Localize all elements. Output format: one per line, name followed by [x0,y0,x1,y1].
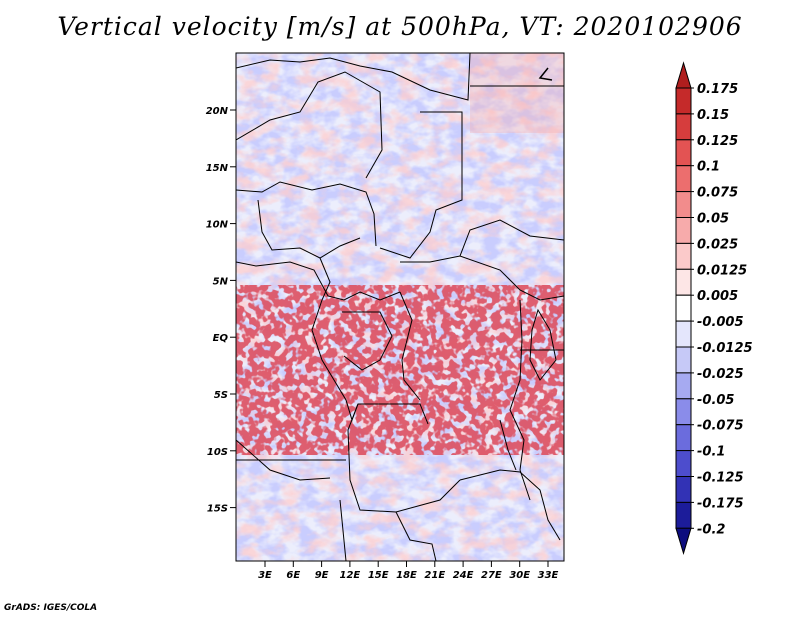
lon-label: 3E [258,570,272,581]
latitude-axis: 20N 15N 10N 5N EQ 5S 10S 15S [206,106,236,515]
lat-label: 5S [214,390,228,401]
colorbar-label: -0.005 [697,315,744,330]
colorbar-label: -0.025 [697,367,744,382]
colorbar-bottom-arrow [675,527,692,556]
country-borders [236,53,564,561]
colorbar-label: -0.075 [697,419,744,434]
colorbar-label: 0.175 [697,82,738,97]
colorbar-top-arrow [675,61,692,89]
colorbar-label: 0.05 [697,212,729,227]
velocity-field [236,53,564,561]
lon-label: 33E [538,570,559,581]
colorbar: 0.175 0.15 0.125 0.1 0.075 0.05 0.025 0.0125 0.0… [675,61,753,556]
colorbar-label: 0.1 [697,160,720,175]
lat-label: EQ [213,333,229,344]
colorbar-label: -0.05 [697,393,734,408]
colorbar-label: 0.005 [697,289,738,304]
lon-label: 18E [396,570,417,581]
colorbar-segment [675,113,692,141]
colorbar-segment [675,191,692,219]
longitude-axis: 3E 6E 9E 12E 15E 18E 21E 24E 27E 30E 33E [258,561,559,581]
lon-label: 24E [453,570,474,581]
colorbar-segment [675,346,692,374]
colorbar-segment [675,476,692,503]
lat-label: 20N [206,106,229,117]
lon-label: 15E [368,570,389,581]
colorbar-label: -0.2 [697,522,725,537]
colorbar-label: 0.15 [697,108,729,123]
colorbar-segment [675,242,692,270]
colorbar-segment [675,87,692,115]
colorbar-segment [675,217,692,244]
colorbar-segment [675,398,692,426]
colorbar-label: 0.075 [697,186,738,201]
colorbar-segment [675,372,692,400]
colorbar-segment [675,424,692,452]
colorbar-label: -0.175 [697,496,744,511]
colorbar-segment [675,320,692,348]
lat-label: 5N [213,276,229,287]
colorbar-label: 0.025 [697,237,738,252]
lon-label: 30E [509,570,530,581]
lat-label: 15N [206,163,229,174]
colorbar-label: -0.0125 [697,341,753,356]
map-frame [235,52,565,562]
lon-label: 12E [340,570,361,581]
colorbar-label: 0.125 [697,134,738,149]
colorbar-segment [675,165,692,193]
lat-label: 10N [206,220,229,231]
chart-title: Vertical velocity [m/s] at 500hPa, VT: 2… [57,12,743,41]
lat-label: 10S [207,447,228,458]
colorbar-segment [675,139,692,167]
lon-label: 27E [481,570,502,581]
colorbar-segment [675,294,692,322]
lon-label: 21E [424,570,445,581]
lat-label: 15S [207,504,228,515]
colorbar-segment [675,501,692,529]
colorbar-label: -0.1 [697,445,725,460]
colorbar-segment [675,450,692,478]
grads-credit: GrADS: IGES/COLA [4,603,98,613]
lon-label: 9E [315,570,329,581]
colorbar-label: 0.0125 [697,263,747,278]
colorbar-segment [675,268,692,296]
colorbar-label: -0.125 [697,471,744,486]
lon-label: 6E [286,570,300,581]
